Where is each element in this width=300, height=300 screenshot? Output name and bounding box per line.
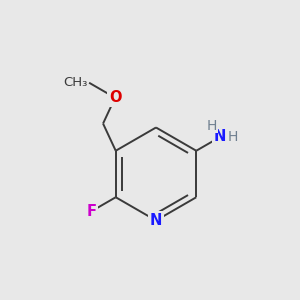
Text: CH₃: CH₃	[63, 76, 88, 89]
Text: O: O	[109, 90, 121, 105]
Text: H: H	[207, 118, 217, 133]
Text: F: F	[87, 203, 97, 218]
Text: N: N	[214, 130, 226, 145]
Text: H: H	[228, 130, 238, 144]
Text: N: N	[150, 213, 162, 228]
